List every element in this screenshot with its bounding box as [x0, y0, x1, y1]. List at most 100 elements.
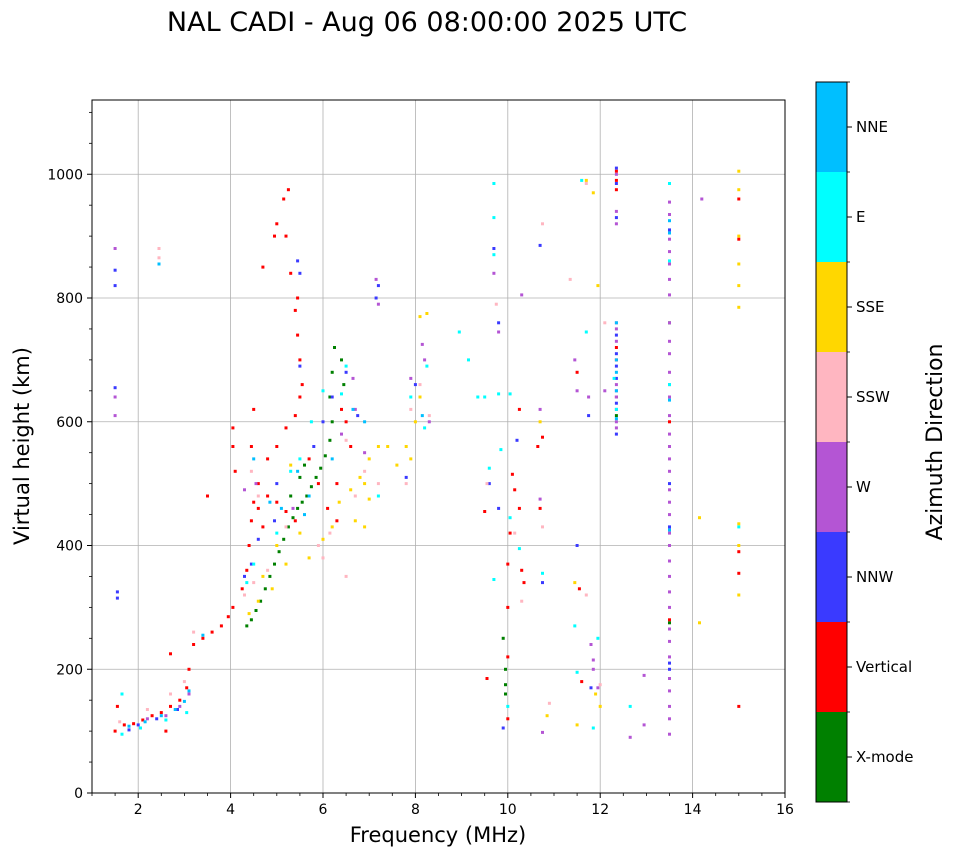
- data-point-nne: [173, 708, 177, 711]
- data-point-vertical: [233, 469, 237, 473]
- data-point-vertical: [275, 445, 279, 448]
- data-point-e: [584, 330, 588, 334]
- data-point-ssw: [568, 277, 572, 281]
- data-point-nnw: [113, 284, 117, 288]
- data-point-x-mode: [501, 636, 505, 640]
- data-point-w: [340, 432, 343, 436]
- data-point-e: [483, 395, 487, 399]
- data-point-vertical: [231, 445, 235, 448]
- data-point-nnw: [492, 247, 496, 250]
- data-point-vertical: [737, 704, 741, 708]
- data-point-sse: [284, 562, 288, 566]
- data-point-e: [580, 178, 584, 182]
- data-point-e: [573, 624, 577, 628]
- data-point-vertical: [282, 197, 286, 201]
- data-point-nnw: [413, 383, 417, 387]
- data-point-ssw: [494, 302, 498, 306]
- data-point-nne: [668, 398, 671, 402]
- data-point-nnw: [127, 728, 131, 732]
- data-point-x-mode: [333, 346, 336, 349]
- data-point-e: [492, 216, 496, 220]
- data-point-w: [353, 407, 357, 411]
- data-point-w: [187, 692, 191, 696]
- data-point-x-mode: [328, 438, 332, 442]
- data-point-w: [538, 497, 542, 501]
- data-point-w: [668, 531, 671, 535]
- data-point-sse: [425, 312, 429, 315]
- data-point-w: [589, 643, 593, 646]
- data-point-e: [425, 364, 429, 368]
- data-point-e: [457, 330, 461, 334]
- data-point-e: [185, 711, 189, 715]
- data-point-vertical: [284, 510, 288, 513]
- data-point-e: [508, 516, 512, 520]
- data-point-nne: [307, 494, 311, 498]
- data-point-vertical: [298, 358, 302, 362]
- data-point-nnw: [614, 432, 618, 436]
- data-point-e: [612, 376, 616, 380]
- data-point-ssw: [145, 708, 149, 711]
- data-point-nnw: [344, 370, 348, 374]
- data-point-vertical: [538, 506, 542, 510]
- data-point-nnw: [115, 596, 119, 600]
- data-point-nne: [668, 219, 671, 223]
- data-point-w: [614, 395, 618, 399]
- data-point-vertical: [522, 581, 526, 585]
- colorbar-label: SSW: [856, 388, 890, 406]
- data-point-w: [614, 426, 618, 430]
- x-tick-label: 10: [499, 802, 517, 818]
- data-point-w: [668, 488, 671, 492]
- data-point-vertical: [252, 407, 256, 411]
- data-point-vertical: [293, 519, 297, 523]
- data-point-w: [668, 717, 671, 721]
- data-point-e: [492, 182, 496, 185]
- data-point-nnw: [614, 401, 618, 405]
- data-point-sse: [298, 531, 302, 535]
- data-point-nnw: [404, 475, 408, 479]
- data-point-ssw: [284, 525, 288, 529]
- data-point-sse: [538, 420, 542, 424]
- data-point-ssw: [485, 482, 489, 486]
- data-point-w: [591, 658, 595, 662]
- data-point-e: [245, 581, 249, 585]
- data-point-nnw: [614, 352, 618, 356]
- data-point-w: [668, 370, 671, 374]
- data-point-nne: [252, 457, 256, 461]
- data-point-w: [642, 673, 646, 677]
- data-point-e: [541, 571, 544, 575]
- data-point-e: [476, 395, 480, 399]
- x-tick-label: 12: [591, 802, 609, 818]
- colorbar-swatch-ssw: [816, 352, 847, 442]
- data-point-w: [668, 513, 671, 517]
- colorbar-swatch-nne: [816, 82, 847, 172]
- data-point-sse: [363, 482, 367, 486]
- data-point-nnw: [374, 296, 378, 300]
- data-point-e: [164, 718, 168, 722]
- data-point-ssw: [409, 407, 413, 411]
- data-point-vertical: [164, 729, 168, 733]
- data-point-x-mode: [289, 494, 293, 498]
- data-point-e: [487, 466, 491, 470]
- data-point-vertical: [293, 414, 297, 418]
- data-point-x-mode: [504, 683, 507, 687]
- data-point-vertical: [517, 407, 521, 411]
- x-axis: 2 4 6 8 10 12 14 16: [91, 793, 794, 818]
- data-point-sse: [330, 525, 334, 529]
- data-point-x-mode: [296, 506, 300, 510]
- data-point-w: [603, 389, 607, 393]
- data-point-nnw: [113, 386, 117, 390]
- data-point-vertical: [169, 704, 172, 708]
- data-point-e: [423, 426, 427, 430]
- data-point-w: [668, 732, 671, 736]
- x-tick-label: 16: [776, 802, 794, 818]
- data-point-nnw: [115, 590, 119, 594]
- data-point-e: [596, 636, 600, 640]
- data-point-w: [113, 414, 117, 418]
- data-point-vertical: [485, 677, 489, 680]
- data-point-sse: [737, 544, 741, 547]
- data-point-w: [668, 321, 671, 325]
- data-point-vertical: [245, 568, 249, 572]
- colorbar: X-mode Vertical NNW W SSW SSE E NNE: [815, 81, 913, 803]
- data-point-nnw: [136, 723, 140, 727]
- data-point-nnw: [614, 333, 618, 337]
